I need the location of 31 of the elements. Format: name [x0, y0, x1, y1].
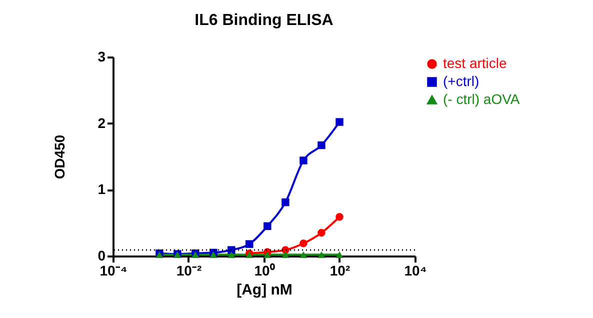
y-tick-label: 2	[98, 114, 106, 131]
point	[210, 251, 218, 258]
x-tick-label: 10⁴	[404, 262, 427, 278]
legend-label: test article	[443, 55, 508, 71]
point	[228, 251, 236, 258]
legend-label: (- ctrl) aOVA	[443, 91, 520, 107]
y-tick-label: 0	[98, 248, 106, 264]
point	[282, 251, 290, 258]
point	[300, 240, 308, 248]
y-tick-label: 1	[98, 181, 106, 198]
legend-label: (+ctrl)	[443, 73, 480, 89]
point	[318, 228, 326, 237]
x-tick-label: 10⁻⁴	[100, 262, 128, 278]
point	[264, 251, 272, 258]
point	[336, 213, 344, 221]
point	[336, 251, 344, 258]
point	[336, 118, 344, 126]
x-tick-label: 10⁰	[254, 262, 275, 278]
point	[300, 251, 308, 258]
y-axis-title: OD450	[52, 134, 68, 180]
point	[246, 240, 254, 248]
point	[282, 198, 290, 206]
point	[264, 222, 272, 230]
y-tick-label: 3	[98, 48, 106, 64]
x-tick-label: 10⁻²	[176, 262, 202, 278]
x-axis-title: [Ag] nM	[236, 282, 292, 298]
x-tick-label: 10²	[330, 262, 350, 278]
chart-title: IL6 Binding ELISA	[194, 12, 334, 29]
point	[318, 141, 326, 150]
point	[318, 251, 326, 258]
point	[300, 156, 308, 164]
